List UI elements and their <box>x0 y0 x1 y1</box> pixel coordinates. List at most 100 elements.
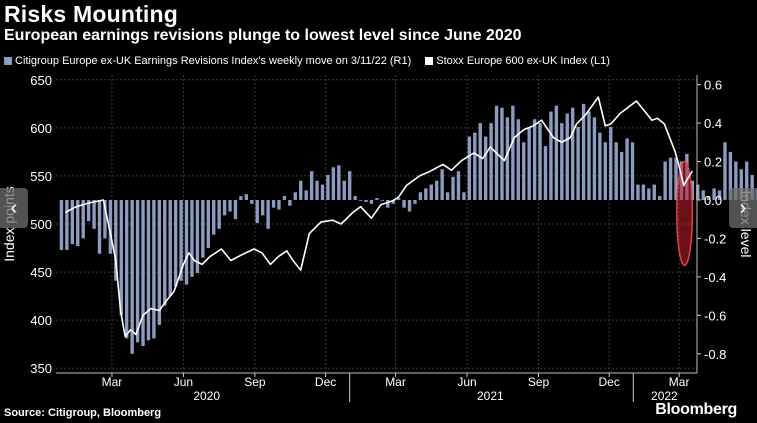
y-right-tick-label: -0.6 <box>704 308 726 323</box>
revision-bar <box>505 117 510 200</box>
revision-bar <box>326 174 330 200</box>
revision-bar <box>598 132 602 200</box>
revision-bar <box>658 196 662 200</box>
revision-bar <box>337 165 341 200</box>
revision-bar <box>402 199 406 208</box>
revision-bar <box>532 119 537 200</box>
revision-bar <box>467 136 472 200</box>
revision-bar <box>320 184 325 200</box>
revision-bar <box>386 199 390 208</box>
revision-bar <box>65 199 69 250</box>
revision-bar <box>435 180 439 200</box>
revision-bar <box>723 142 727 200</box>
revision-bar <box>233 199 238 220</box>
bloomberg-logo: Bloomberg <box>655 401 737 418</box>
revision-bar <box>190 199 194 277</box>
legend-label-stoxx: Stoxx Europe 600 ex-UK Index (L1) <box>436 55 610 67</box>
legend-label-revisions: Citigroup Europe ex-UK Earnings Revision… <box>15 55 412 67</box>
legend-swatch-line <box>425 57 434 65</box>
revision-bar <box>380 199 385 201</box>
revision-bar <box>592 117 597 200</box>
revision-bar <box>299 180 303 200</box>
revision-bar <box>260 199 265 216</box>
revision-bar <box>391 199 395 204</box>
revision-bar <box>717 190 722 200</box>
y-right-tick-label: 0.4 <box>704 116 722 131</box>
revision-bar <box>97 199 102 254</box>
revision-bar <box>304 190 308 200</box>
revisions-bars <box>59 103 757 354</box>
revision-bar <box>86 199 91 222</box>
revision-bar <box>141 199 145 347</box>
revision-bar <box>103 199 107 239</box>
revision-bar <box>364 199 368 202</box>
revision-bar <box>135 199 140 343</box>
revision-bar <box>288 199 292 206</box>
revision-bar <box>353 196 357 200</box>
revision-bar <box>157 199 162 325</box>
revision-bar <box>168 199 172 297</box>
revision-bar <box>228 199 232 212</box>
revision-bar <box>641 184 646 200</box>
revision-bar <box>554 105 559 200</box>
revision-bar <box>445 192 450 200</box>
revision-bar <box>255 199 259 224</box>
revision-bar <box>244 194 249 200</box>
revision-bar <box>184 199 189 285</box>
revision-bar <box>462 192 466 200</box>
revision-bar <box>173 199 178 287</box>
stoxx-line <box>64 96 693 338</box>
revision-bar <box>543 146 548 200</box>
revision-bar <box>206 199 210 249</box>
revision-bar <box>331 167 336 200</box>
revision-bar <box>369 199 374 204</box>
revision-bar <box>92 199 96 229</box>
revision-bar <box>309 171 314 200</box>
revision-bar <box>108 199 113 254</box>
x-tick-label: Sep <box>528 375 550 389</box>
y-left-tick-label: 550 <box>30 169 52 184</box>
chart-title: Risks Mounting <box>4 1 179 27</box>
revision-bar <box>396 198 401 200</box>
revision-bar <box>690 180 695 200</box>
revision-bar <box>576 126 580 200</box>
y-left-tick-label: 650 <box>30 73 52 88</box>
revision-bar <box>614 142 618 200</box>
revision-bar <box>282 196 287 200</box>
x-tick-label: Dec <box>315 375 336 389</box>
revision-bar <box>511 105 515 200</box>
x-tick-label: Mar <box>102 375 123 389</box>
x-tick-label: Dec <box>599 375 620 389</box>
y-right-tick-label: 0.0 <box>704 193 722 208</box>
revision-bar <box>212 199 216 235</box>
revision-bar <box>81 199 85 239</box>
revision-bar <box>239 196 243 200</box>
revision-bar <box>76 199 80 247</box>
revision-bar <box>636 184 640 200</box>
next-chart-button[interactable]: › <box>729 188 757 228</box>
revision-bar <box>342 180 346 200</box>
revision-bar <box>348 171 352 200</box>
revision-bar <box>114 199 118 281</box>
revision-bar <box>315 180 319 200</box>
revision-bar <box>696 184 700 200</box>
chart-legend: Citigroup Europe ex-UK Earnings Revision… <box>4 55 624 67</box>
revision-bar <box>609 126 613 200</box>
revision-bar <box>152 199 156 339</box>
revision-bar <box>271 199 276 208</box>
revision-bar <box>125 199 129 339</box>
revision-bar <box>424 188 428 200</box>
x-tick-label: Mar <box>385 375 406 389</box>
revision-bar <box>625 138 629 200</box>
revision-bar <box>663 161 667 200</box>
revision-bar <box>706 196 711 200</box>
revision-bar <box>516 119 520 200</box>
revision-bar <box>734 161 738 200</box>
revision-bar <box>473 132 477 200</box>
y-left-tick-label: 450 <box>30 265 52 280</box>
source-note: Source: Citigroup, Bloomberg <box>4 407 162 419</box>
prev-chart-button[interactable]: ‹ <box>0 188 28 228</box>
revision-bar <box>668 157 673 200</box>
revision-bar <box>413 199 417 204</box>
revision-bar <box>222 199 227 216</box>
